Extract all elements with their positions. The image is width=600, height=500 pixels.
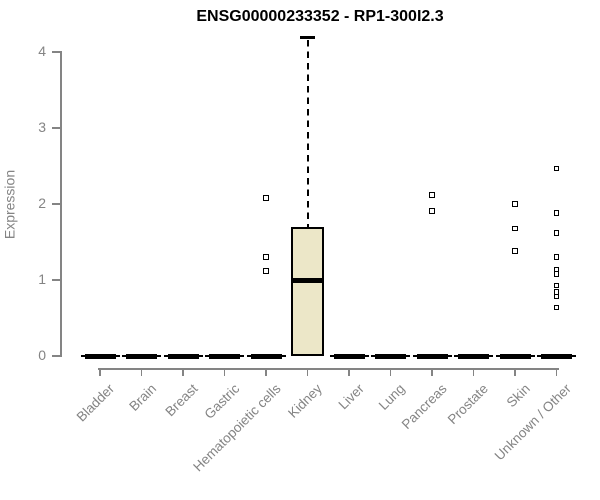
- zero-box-bar: [458, 353, 489, 359]
- x-category-label: Kidney: [285, 381, 326, 421]
- zero-box-bar: [333, 353, 365, 359]
- zero-staple-left: [80, 355, 86, 357]
- zero-staple-left: [163, 355, 169, 357]
- x-tick: [514, 368, 516, 376]
- zero-box-bar: [84, 353, 116, 359]
- outlier-point: [553, 230, 560, 236]
- outlier-point: [553, 304, 560, 311]
- x-tick: [99, 368, 101, 376]
- y-tick-label: 4: [38, 43, 46, 59]
- x-category-label: Unknown / Other: [491, 381, 575, 464]
- y-tick: [52, 127, 60, 129]
- y-tick: [52, 279, 60, 281]
- zero-staple-left: [371, 355, 376, 357]
- zero-staple-right: [571, 355, 576, 357]
- zero-staple-left: [495, 355, 501, 357]
- x-category-label: Pancreas: [398, 381, 450, 432]
- x-category-label: Gastric: [201, 381, 243, 422]
- zero-staple-right: [488, 355, 493, 357]
- outlier-point: [553, 282, 560, 289]
- zero-box-bar: [416, 353, 448, 359]
- x-tick: [265, 368, 267, 376]
- zero-box-bar: [250, 353, 282, 359]
- outlier-point: [512, 248, 518, 254]
- outlier-point: [429, 208, 435, 214]
- outlier-point: [553, 254, 560, 260]
- outlier-point: [553, 210, 560, 216]
- y-tick-label: 2: [38, 195, 46, 211]
- zero-staple-right: [529, 355, 535, 357]
- zero-staple-right: [280, 355, 286, 357]
- outlier-point: [263, 195, 269, 201]
- x-tick: [555, 368, 558, 376]
- y-axis-line: [60, 51, 62, 357]
- x-tick: [223, 368, 226, 376]
- outlier-point: [429, 192, 435, 198]
- x-tick: [389, 368, 392, 376]
- y-tick-label: 1: [38, 271, 46, 287]
- x-axis-line: [98, 368, 559, 370]
- zero-staple-right: [156, 355, 161, 357]
- zero-box-bar: [541, 353, 572, 359]
- x-tick: [472, 368, 475, 376]
- y-tick-label: 3: [38, 119, 46, 135]
- boxplot-box: [291, 226, 324, 356]
- whisker-line: [306, 39, 309, 227]
- zero-staple-left: [205, 355, 210, 357]
- y-tick: [52, 203, 60, 205]
- zero-box-bar: [126, 353, 157, 359]
- x-category-label: Bladder: [74, 381, 118, 425]
- zero-staple-left: [412, 355, 418, 357]
- zero-box-bar: [375, 353, 406, 359]
- x-category-label: Lung: [376, 381, 409, 413]
- outlier-point: [553, 293, 560, 300]
- x-tick: [431, 368, 433, 376]
- zero-staple-right: [405, 355, 410, 357]
- zero-box-bar: [209, 353, 240, 359]
- whisker-cap: [300, 36, 315, 39]
- zero-staple-left: [537, 355, 542, 357]
- outlier-point: [263, 268, 269, 274]
- zero-staple-left: [329, 355, 335, 357]
- x-category-label: Skin: [503, 381, 533, 411]
- x-tick: [348, 368, 350, 376]
- x-category-label: Breast: [162, 381, 201, 420]
- zero-staple-right: [239, 355, 244, 357]
- zero-staple-left: [454, 355, 459, 357]
- zero-box-bar: [499, 353, 531, 359]
- x-tick: [140, 368, 143, 376]
- zero-staple-right: [363, 355, 369, 357]
- zero-staple-right: [446, 355, 452, 357]
- outlier-point: [512, 225, 518, 232]
- chart-title: ENSG00000233352 - RP1-300I2.3: [196, 8, 444, 25]
- x-category-label: Liver: [335, 381, 367, 413]
- x-tick: [306, 368, 309, 376]
- boxplot-median: [291, 277, 324, 283]
- x-category-label: Prostate: [444, 381, 492, 428]
- zero-staple-left: [246, 355, 252, 357]
- zero-staple-right: [197, 355, 203, 357]
- outlier-point: [553, 165, 560, 172]
- outlier-point: [263, 254, 269, 260]
- y-tick: [52, 355, 60, 357]
- outlier-point: [553, 271, 560, 277]
- outlier-point: [512, 201, 518, 207]
- zero-staple-right: [114, 355, 120, 357]
- zero-box-bar: [167, 353, 199, 359]
- x-tick: [182, 368, 184, 376]
- y-tick-label: 0: [38, 347, 46, 363]
- x-category-label: Brain: [126, 381, 160, 414]
- y-tick: [52, 51, 60, 53]
- zero-staple-left: [122, 355, 127, 357]
